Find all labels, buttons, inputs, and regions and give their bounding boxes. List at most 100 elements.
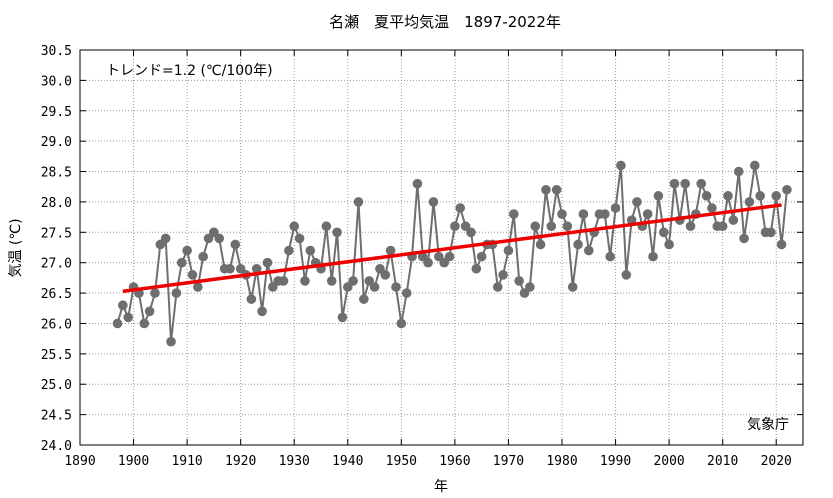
data-point: [776, 239, 787, 250]
y-tick-label: 26.5: [41, 287, 72, 302]
y-tick-label: 27.0: [41, 257, 72, 272]
data-point: [648, 251, 658, 262]
data-point: [284, 245, 294, 256]
x-tick-label: 1990: [600, 454, 631, 469]
data-point: [176, 257, 187, 268]
data-point: [214, 233, 225, 244]
chart-title: 名瀬 夏平均気温 1897-2022年: [329, 13, 561, 31]
data-point: [750, 160, 760, 171]
x-axis-label: 年: [434, 479, 448, 495]
data-point: [423, 257, 433, 268]
data-point: [509, 209, 519, 219]
data-point: [123, 312, 133, 323]
data-point: [680, 178, 690, 189]
data-point: [567, 282, 578, 292]
data-point: [251, 263, 262, 274]
data-point: [632, 197, 642, 207]
data-point: [546, 221, 557, 232]
axis-ticks: 1890 1900 1910 1920 1930 1940 1950 1960 1970 1980…: [41, 44, 803, 469]
data-point: [262, 257, 273, 268]
data-point: [771, 191, 782, 201]
x-tick-label: 2000: [653, 454, 684, 469]
data-point: [230, 239, 241, 250]
y-tick-label: 28.5: [41, 166, 72, 181]
trend-line: [122, 203, 782, 293]
data-point: [728, 215, 739, 225]
data-point: [755, 191, 765, 201]
data-point: [766, 227, 776, 238]
y-tick-label: 30.0: [41, 74, 72, 89]
y-tick-label: 28.0: [41, 196, 72, 211]
data-point: [621, 270, 632, 280]
data-point: [583, 245, 594, 256]
data-point: [707, 203, 717, 213]
x-tick-label: 1980: [546, 454, 577, 469]
data-point: [492, 282, 503, 292]
data-point: [412, 178, 423, 189]
y-tick-label: 29.0: [41, 135, 72, 150]
data-point: [616, 160, 626, 171]
data-point: [166, 336, 176, 347]
data-point: [380, 270, 391, 280]
x-tick-label: 1920: [225, 454, 256, 469]
x-tick-label: 1910: [171, 454, 202, 469]
data-point: [605, 251, 615, 262]
credit-label: 気象庁: [747, 417, 789, 433]
data-point: [428, 197, 439, 207]
data-point: [198, 251, 208, 262]
trend-group: [122, 203, 782, 293]
data-point: [610, 203, 621, 213]
y-tick-label: 26.0: [41, 317, 72, 332]
data-point: [551, 184, 562, 195]
series-group: [112, 160, 792, 347]
x-tick-label: 2010: [707, 454, 738, 469]
data-point: [541, 184, 551, 195]
data-point: [701, 191, 712, 201]
data-point: [144, 306, 155, 317]
data-point: [717, 221, 728, 232]
data-point: [444, 251, 455, 262]
data-point: [653, 191, 664, 201]
data-point: [471, 263, 482, 274]
data-point: [658, 227, 669, 238]
data-point: [391, 282, 401, 292]
data-point: [664, 239, 674, 250]
data-point: [455, 203, 466, 213]
data-point: [782, 184, 792, 195]
plot-frame: [79, 49, 804, 446]
data-point: [401, 288, 412, 298]
data-point: [385, 245, 396, 256]
data-point: [476, 251, 487, 262]
y-axis-label: 気温 (℃): [8, 218, 24, 277]
data-point: [744, 197, 755, 207]
x-tick-label: 2020: [761, 454, 792, 469]
data-point: [466, 227, 476, 238]
data-point: [600, 209, 610, 219]
x-tick-label: 1970: [493, 454, 524, 469]
x-tick-label: 1950: [386, 454, 417, 469]
y-tick-label: 25.5: [41, 348, 72, 363]
data-point: [739, 233, 749, 244]
y-tick-label: 27.5: [41, 226, 72, 241]
data-point: [359, 294, 369, 304]
data-point: [685, 221, 696, 232]
data-point: [150, 288, 160, 298]
x-tick-label: 1940: [332, 454, 363, 469]
data-point: [289, 221, 300, 232]
data-point: [573, 239, 583, 250]
trend-annotation: トレンド=1.2 (℃/100年): [106, 63, 273, 79]
data-point: [733, 166, 744, 177]
data-point: [514, 276, 524, 286]
data-point: [562, 221, 573, 232]
data-point: [396, 318, 407, 329]
data-point: [525, 282, 535, 292]
data-point: [669, 178, 680, 189]
data-point: [353, 197, 364, 207]
data-point: [160, 233, 171, 244]
data-point: [642, 209, 653, 219]
y-tick-label: 24.5: [41, 409, 72, 424]
y-tick-label: 24.0: [41, 439, 72, 454]
data-point: [321, 221, 332, 232]
y-tick-label: 25.0: [41, 378, 72, 393]
